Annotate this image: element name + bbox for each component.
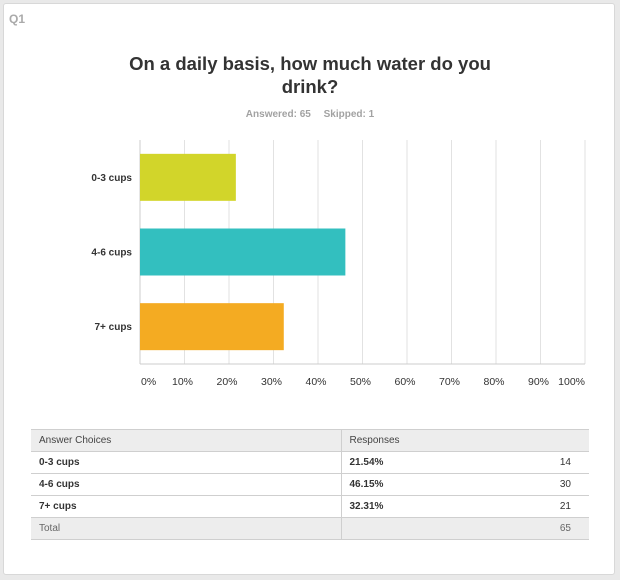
- row-choice: 0-3 cups: [31, 451, 342, 474]
- y-category-label: 0-3 cups: [91, 173, 132, 184]
- table-header-row: Answer Choices Responses: [31, 429, 589, 452]
- row-count: 21: [521, 495, 589, 518]
- y-category-label: 7+ cups: [94, 322, 132, 333]
- x-tick-label: 100%: [558, 376, 585, 388]
- row-count: 30: [521, 473, 589, 496]
- total-value: 65: [521, 517, 589, 540]
- bar: [140, 303, 284, 351]
- bar-chart: 0% 10% 20% 30% 40% 50% 60% 70% 80% 90% 100% 0-3 cup…: [91, 140, 586, 388]
- answered-count: Answered: 65: [245, 109, 311, 120]
- bar: [140, 228, 346, 276]
- x-tick-label: 90%: [528, 376, 549, 388]
- x-tick-label: 70%: [439, 376, 460, 388]
- table-row: 0-3 cups 21.54% 14: [31, 451, 589, 474]
- bar: [140, 153, 236, 201]
- row-count: 14: [521, 451, 589, 474]
- x-tick-label: 80%: [483, 376, 504, 388]
- x-tick-label: 30%: [261, 376, 282, 388]
- x-tick-label: 60%: [394, 376, 415, 388]
- header-answer-choices: Answer Choices: [31, 429, 342, 452]
- table-row: 7+ cups 32.31% 21: [31, 495, 589, 518]
- question-number: Q1: [9, 12, 26, 26]
- row-percent: 46.15%: [341, 473, 521, 496]
- responses-table: Answer Choices Responses 0-3 cups 21.54%…: [31, 429, 589, 540]
- total-label: Total: [31, 517, 342, 540]
- x-tick-label: 10%: [172, 376, 193, 388]
- response-summary: Answered: 65 Skipped: 1: [0, 109, 620, 120]
- y-category-label: 4-6 cups: [91, 248, 132, 259]
- x-tick-label: 50%: [350, 376, 371, 388]
- table-row: 4-6 cups 46.15% 30: [31, 473, 589, 496]
- skipped-count: Skipped: 1: [323, 109, 375, 120]
- x-tick-label: 0%: [141, 376, 156, 388]
- row-percent: 21.54%: [341, 451, 521, 474]
- row-choice: 4-6 cups: [31, 473, 342, 496]
- row-choice: 7+ cups: [31, 495, 342, 518]
- x-tick-label: 20%: [216, 376, 237, 388]
- table-total-row: Total 65: [31, 517, 589, 540]
- row-percent: 32.31%: [341, 495, 521, 518]
- chart-title: On a daily basis, how much water do you …: [129, 53, 491, 97]
- header-responses: Responses: [341, 429, 589, 452]
- x-tick-label: 40%: [305, 376, 326, 388]
